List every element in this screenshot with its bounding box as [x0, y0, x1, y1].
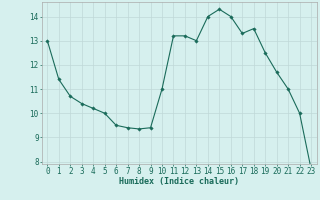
X-axis label: Humidex (Indice chaleur): Humidex (Indice chaleur) — [119, 177, 239, 186]
